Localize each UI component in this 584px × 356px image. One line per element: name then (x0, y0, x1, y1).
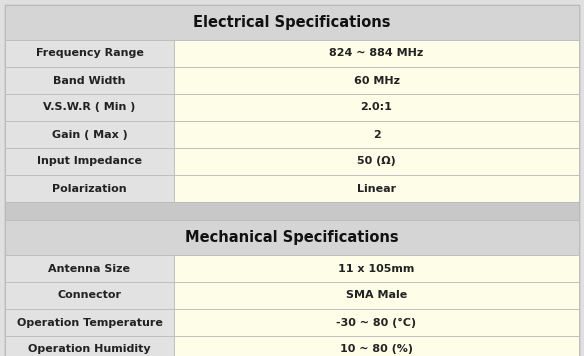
Bar (5, 67, 174, 94)
Text: 50 (Ω): 50 (Ω) (357, 157, 396, 167)
Text: Band Width: Band Width (53, 75, 126, 85)
Bar (174, 40, 579, 67)
Text: Frequency Range: Frequency Range (36, 48, 144, 58)
Text: Input Impedance: Input Impedance (37, 157, 142, 167)
Text: Operation Humidity: Operation Humidity (28, 345, 151, 355)
Bar (5, 202, 579, 220)
Text: Electrical Specifications: Electrical Specifications (193, 15, 391, 30)
Text: 10 ~ 80 (%): 10 ~ 80 (%) (340, 345, 413, 355)
Bar (174, 148, 579, 175)
Text: 11 x 105mm: 11 x 105mm (338, 263, 415, 273)
Bar (174, 175, 579, 202)
Text: 2: 2 (373, 130, 380, 140)
Text: 2.0:1: 2.0:1 (360, 103, 392, 112)
Text: Operation Temperature: Operation Temperature (16, 318, 162, 328)
Text: 824 ~ 884 MHz: 824 ~ 884 MHz (329, 48, 423, 58)
Text: Linear: Linear (357, 183, 396, 194)
Text: -30 ~ 80 (°C): -30 ~ 80 (°C) (336, 318, 416, 328)
Text: SMA Male: SMA Male (346, 290, 407, 300)
Bar (174, 309, 579, 336)
Bar (5, 5, 579, 40)
Text: Polarization: Polarization (52, 183, 127, 194)
Bar (5, 220, 579, 255)
Bar (5, 94, 174, 121)
Text: V.S.W.R ( Min ): V.S.W.R ( Min ) (43, 103, 135, 112)
Text: Antenna Size: Antenna Size (48, 263, 130, 273)
Bar (174, 67, 579, 94)
Bar (174, 336, 579, 356)
Text: Gain ( Max ): Gain ( Max ) (51, 130, 127, 140)
Bar (174, 94, 579, 121)
Bar (5, 121, 174, 148)
Bar (5, 282, 174, 309)
Text: 60 MHz: 60 MHz (353, 75, 399, 85)
Bar (174, 121, 579, 148)
Bar (5, 40, 174, 67)
Bar (5, 309, 174, 336)
Bar (5, 336, 174, 356)
Bar (5, 148, 174, 175)
Bar (5, 175, 174, 202)
Text: Mechanical Specifications: Mechanical Specifications (185, 230, 399, 245)
Bar (5, 255, 174, 282)
Text: Connector: Connector (57, 290, 121, 300)
Bar (174, 282, 579, 309)
Bar (174, 255, 579, 282)
